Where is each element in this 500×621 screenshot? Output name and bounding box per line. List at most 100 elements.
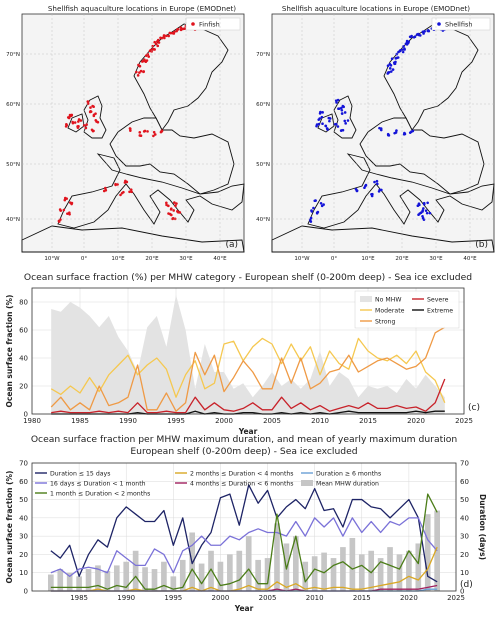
legend-dot-finfish xyxy=(191,22,195,26)
aquaculture-site xyxy=(138,64,142,68)
aquaculture-site xyxy=(418,203,421,207)
x-tick-label: 2020 xyxy=(407,417,425,425)
aquaculture-site xyxy=(408,131,412,134)
lon-tick-label: 10°W xyxy=(44,256,60,262)
aquaculture-site xyxy=(153,40,157,44)
x-tick-label: 2015 xyxy=(359,417,377,425)
aquaculture-site xyxy=(176,210,180,214)
aquaculture-site xyxy=(310,210,314,213)
y-tick-label: 20 xyxy=(19,383,28,391)
y-right-tick-label: 30 xyxy=(460,533,469,541)
x-tick-label: 2005 xyxy=(259,594,277,602)
chart-title: Ocean surface fraction (%) per MHW categ… xyxy=(24,272,472,283)
aquaculture-site xyxy=(154,42,158,46)
aquaculture-site xyxy=(337,107,340,110)
y-tick-label: 30 xyxy=(19,533,28,541)
aquaculture-site xyxy=(326,128,329,131)
lon-tick-label: 40°E xyxy=(213,256,227,262)
chart-mhw-category: Ocean surface fraction (%) per MHW categ… xyxy=(5,272,480,436)
coastline-path xyxy=(57,153,245,229)
y-tick-label: 50 xyxy=(19,496,28,504)
aquaculture-site xyxy=(321,122,324,126)
aquaculture-site xyxy=(390,57,394,61)
bar-mean-duration xyxy=(208,550,214,591)
aquaculture-site xyxy=(411,129,415,133)
aquaculture-site xyxy=(144,54,148,57)
lon-tick-label: 0° xyxy=(331,256,337,262)
aquaculture-site xyxy=(320,204,324,208)
legend-label: Severe xyxy=(427,296,449,303)
legend-label: 2 months ≤ Duration < 4 months xyxy=(190,470,294,477)
bar-mean-duration xyxy=(274,523,280,591)
bar-mean-duration xyxy=(76,576,82,591)
aquaculture-site xyxy=(309,220,313,223)
aquaculture-site xyxy=(153,133,157,136)
bar-mean-duration xyxy=(95,565,101,591)
aquaculture-site xyxy=(120,191,124,195)
aquaculture-site xyxy=(334,122,338,126)
aquaculture-site xyxy=(346,119,350,122)
aquaculture-site xyxy=(317,118,321,121)
y-right-tick-label: 40 xyxy=(460,514,469,522)
aquaculture-site xyxy=(324,124,327,128)
y-tick-label: 70 xyxy=(19,460,28,468)
lat-tick-label: 40°N xyxy=(256,217,270,223)
x-tick-label: 1980 xyxy=(23,417,41,425)
aquaculture-site xyxy=(340,129,343,132)
bar-mean-duration xyxy=(245,536,252,591)
series-area-no-mhw xyxy=(51,295,445,414)
lon-tick-label: 30°E xyxy=(179,256,193,262)
series-line xyxy=(50,326,446,412)
bar-mean-duration xyxy=(142,567,148,591)
lon-tick-label: 10°W xyxy=(294,256,310,262)
aquaculture-site xyxy=(129,129,132,132)
lat-tick-label: 70°N xyxy=(6,52,20,58)
aquaculture-site xyxy=(183,27,187,30)
aquaculture-site xyxy=(142,70,146,73)
bar-mean-duration xyxy=(387,547,393,591)
x-tick-label: 2010 xyxy=(306,594,324,602)
y-tick-label: 60 xyxy=(19,478,28,486)
aquaculture-site xyxy=(138,131,142,134)
aquaculture-site xyxy=(135,70,138,74)
aquaculture-site xyxy=(342,105,345,109)
aquaculture-site xyxy=(152,130,156,134)
aquaculture-site xyxy=(328,119,331,123)
panel-label: (c) xyxy=(468,403,480,413)
aquaculture-site xyxy=(165,201,168,205)
aquaculture-site xyxy=(82,124,86,127)
aquaculture-site xyxy=(427,29,431,33)
panel-label-a: (a) xyxy=(225,240,238,250)
aquaculture-site xyxy=(76,126,80,129)
x-tick-label: 2025 xyxy=(447,594,465,602)
aquaculture-site xyxy=(173,201,176,204)
map-legend-box xyxy=(431,17,491,31)
x-tick-label: 1985 xyxy=(71,417,89,425)
coastline-path xyxy=(21,225,245,253)
legend-label: Duration ≤ 15 days xyxy=(50,470,110,477)
bar-mean-duration xyxy=(132,550,139,591)
aquaculture-site xyxy=(64,125,68,128)
aquaculture-site xyxy=(114,182,117,186)
aquaculture-site xyxy=(425,211,429,215)
aquaculture-site xyxy=(407,40,410,44)
coastline-path xyxy=(83,95,107,139)
chart-title: Ocean surface fraction per MHW maximum d… xyxy=(31,434,458,445)
aquaculture-site xyxy=(403,47,406,50)
aquaculture-site xyxy=(340,106,343,110)
map-panel-finfish: Shellfish aquaculture locations in Europ… xyxy=(6,4,245,262)
aquaculture-site xyxy=(316,210,320,214)
aquaculture-site xyxy=(152,134,155,138)
panel-label: (d) xyxy=(460,580,473,590)
aquaculture-site xyxy=(150,50,154,53)
coastline-path xyxy=(133,23,229,131)
bar-mean-duration xyxy=(85,569,92,591)
aquaculture-site xyxy=(104,188,108,192)
bar-mean-duration xyxy=(292,536,299,591)
map-title: Shellfish aquaculture locations in Europ… xyxy=(282,4,470,13)
coastline-path xyxy=(307,153,495,229)
aquaculture-site xyxy=(336,125,340,128)
map-title: Shellfish aquaculture locations in Europ… xyxy=(48,4,236,13)
series-line xyxy=(50,337,446,404)
y-tick-label: 40 xyxy=(19,514,28,522)
